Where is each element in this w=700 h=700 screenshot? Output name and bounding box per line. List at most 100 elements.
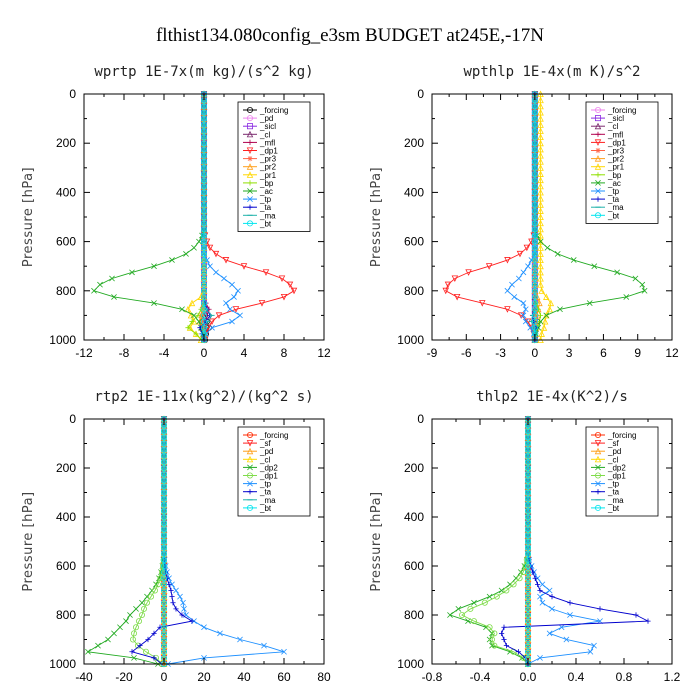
data-point (183, 251, 189, 257)
data-point (232, 306, 240, 313)
series-dp2 (85, 416, 167, 667)
data-point (208, 318, 216, 326)
chart-panel-3: rtp2 1E-11x(kg^2)/(kg^2 s) Pressure [hPa]… (21, 389, 331, 684)
data-point (525, 636, 532, 643)
data-point (447, 612, 453, 618)
legend-label: _dp2 (607, 463, 626, 472)
x-tick-label: 9 (634, 346, 641, 360)
y-tick-label: 0 (69, 87, 76, 101)
data-point (531, 220, 538, 227)
chart-panel-4: thlp2 1E-4x(K^2)/s Pressure [hPa] -0.8 -0.4… (369, 389, 681, 684)
data-point (537, 152, 544, 159)
data-point (200, 189, 207, 196)
series-line (461, 419, 529, 665)
data-point (614, 269, 621, 276)
legend-item-bt: _bt (591, 211, 620, 220)
data-point (531, 158, 538, 165)
data-point (200, 257, 207, 264)
series-dp2 (447, 416, 531, 667)
y-tick-label: 600 (56, 235, 76, 249)
legend-item-ac: _ac (591, 179, 621, 188)
data-point (520, 300, 527, 306)
data-point (591, 263, 598, 270)
data-point (160, 489, 167, 496)
data-point (531, 318, 538, 325)
legend-label: _tp (259, 195, 272, 204)
data-point (200, 134, 207, 141)
data-point (193, 331, 199, 337)
legend-marker (595, 472, 602, 479)
data-point (501, 636, 507, 643)
data-point (537, 207, 544, 214)
data-point (151, 300, 157, 306)
data-point (493, 593, 500, 600)
data-point (520, 312, 527, 319)
data-point (160, 471, 167, 478)
data-point (633, 612, 639, 618)
data-point (525, 526, 532, 533)
data-point (200, 121, 207, 128)
data-point (281, 648, 287, 655)
data-point (160, 593, 167, 600)
data-point (537, 182, 544, 190)
data-point (201, 624, 207, 631)
legend-item-mfl: _mfl (243, 138, 275, 147)
x-tick-label: 80 (317, 670, 331, 684)
x-tick-label: -8 (119, 346, 130, 360)
data-point (160, 599, 167, 606)
data-point (200, 232, 207, 239)
data-point (160, 507, 167, 514)
y-tick-label: 1000 (397, 657, 424, 671)
data-point (531, 213, 538, 220)
data-point (169, 257, 175, 263)
data-point (188, 299, 196, 307)
data-point (531, 257, 538, 264)
legend-marker (246, 107, 253, 114)
data-point (235, 287, 241, 294)
series-dp1 (458, 415, 532, 668)
data-point (491, 642, 498, 649)
data-point (531, 195, 538, 202)
legend-item-bp: _bp (591, 171, 622, 180)
data-point (537, 312, 544, 318)
legend-item-cl: _cl (243, 455, 270, 464)
data-point (479, 300, 486, 307)
legend-label: _cl (259, 130, 270, 139)
legend-item-pr2: _pr2 (243, 163, 277, 172)
legend-marker (247, 204, 253, 210)
data-point (200, 281, 207, 288)
legend-item-forcing: _forcing (591, 431, 636, 440)
legend-item-dp1: _dp1 (243, 472, 278, 481)
legend-label: _mfl (259, 138, 275, 147)
data-point (567, 612, 573, 618)
data-point (525, 501, 532, 508)
x-tick-label: 8 (281, 346, 288, 360)
legend-label: _bt (259, 504, 272, 513)
data-point (153, 581, 159, 588)
data-point (201, 654, 207, 661)
series-ac (91, 91, 207, 343)
chart-title: wprtp 1E-7x(m kg)/(s^2 kg) (94, 64, 313, 80)
data-point (200, 127, 207, 134)
data-point (465, 269, 472, 276)
legend-label: _ta (607, 488, 620, 497)
data-point (200, 213, 207, 220)
data-point (537, 145, 544, 153)
data-point (531, 183, 538, 190)
legend-item-ta: _ta (591, 195, 620, 204)
data-point (597, 606, 603, 612)
legend-item-pr3: _pr3 (591, 147, 625, 156)
y-tick-label: 800 (56, 608, 76, 622)
data-point (537, 102, 544, 110)
data-point (195, 312, 201, 318)
data-point (200, 146, 207, 153)
data-point (504, 306, 511, 313)
data-point (200, 109, 207, 116)
legend-marker (595, 147, 601, 154)
data-point (525, 556, 532, 563)
legend-label: _pr1 (259, 171, 277, 180)
legend-item-cl: _cl (243, 130, 270, 139)
data-point (537, 262, 544, 270)
legend-label: _ma (607, 496, 624, 505)
data-point (537, 170, 544, 177)
